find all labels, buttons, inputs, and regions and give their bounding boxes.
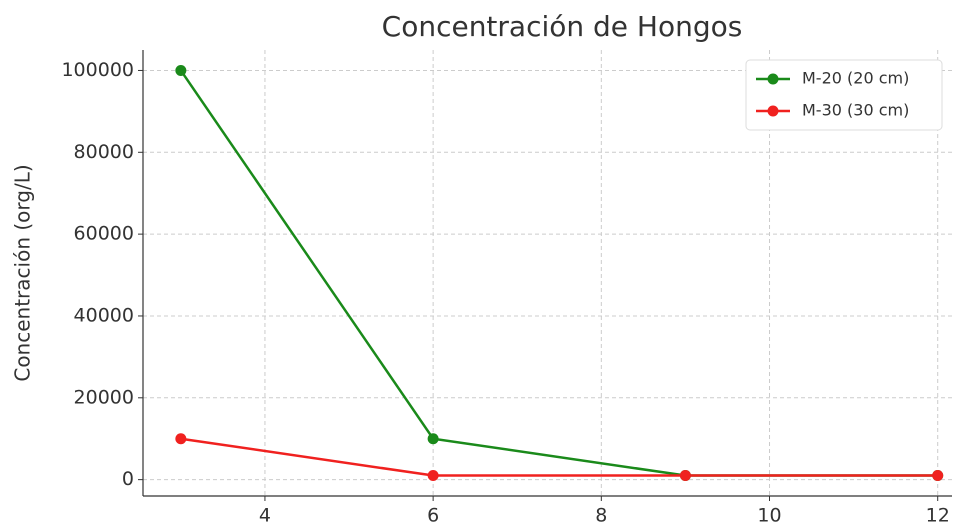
- legend-marker: [767, 105, 779, 117]
- chart-title: Concentración de Hongos: [382, 10, 743, 43]
- y-axis-label: Concentración (org/L): [11, 164, 35, 381]
- point: [427, 433, 439, 445]
- legend-label: M-30 (30 cm): [802, 101, 909, 120]
- x-tick-label: 6: [427, 505, 439, 523]
- y-tick-label: 40000: [74, 304, 134, 326]
- point: [932, 470, 944, 482]
- legend-box: [745, 59, 943, 131]
- legend-marker: [767, 73, 779, 85]
- point: [175, 433, 187, 445]
- series-line: [179, 69, 938, 477]
- y-tick-label: 0: [122, 468, 134, 490]
- series-line: [180, 437, 938, 477]
- x-tick-label: 12: [926, 505, 950, 523]
- y-tick-label: 100000: [61, 59, 134, 81]
- y-tick-label: 20000: [74, 386, 134, 408]
- y-tick-label: 60000: [74, 223, 134, 245]
- point: [175, 64, 187, 76]
- legend-label: M-20 (20 cm): [802, 69, 909, 88]
- x-tick-label: 8: [595, 505, 607, 523]
- x-tick-label: 10: [757, 505, 781, 523]
- x-tick-label: 4: [259, 505, 271, 523]
- point: [427, 470, 439, 482]
- y-tick-label: 80000: [74, 141, 134, 163]
- point: [679, 470, 691, 482]
